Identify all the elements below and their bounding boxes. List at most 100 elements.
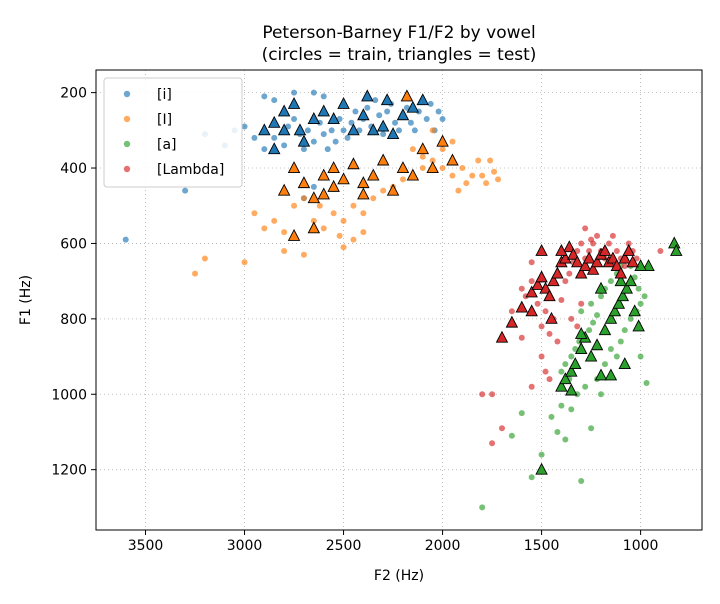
train-point [439, 165, 446, 172]
test-point [626, 255, 639, 268]
train-point [376, 112, 383, 119]
train-point [590, 319, 597, 326]
x-tick-label: 2500 [326, 538, 362, 554]
test-point [357, 108, 370, 121]
test-point [610, 259, 624, 272]
test-point [618, 357, 632, 370]
train-point [542, 368, 549, 375]
train-point [435, 108, 442, 115]
test-point [555, 379, 568, 392]
x-axis-label: F2 (Hz) [374, 568, 424, 584]
test-point [535, 270, 548, 283]
test-point [551, 266, 564, 279]
train-point [617, 338, 624, 345]
train-point [399, 176, 406, 183]
test-point [590, 255, 604, 268]
train-point [568, 353, 575, 360]
test-point [361, 89, 374, 102]
test-point [563, 240, 576, 253]
train-point [568, 406, 575, 413]
train-point [562, 361, 569, 368]
train-point [251, 210, 258, 217]
test-point [436, 134, 449, 147]
train-point [340, 217, 347, 224]
train-point [554, 338, 561, 345]
train-point [613, 247, 620, 254]
y-tick-label: 200 [60, 86, 87, 102]
train-point [241, 123, 248, 130]
train-point [487, 157, 494, 164]
test-point [367, 123, 380, 136]
train-point [182, 187, 189, 194]
train-point [546, 376, 553, 383]
test-point [317, 104, 330, 117]
train-point [407, 119, 414, 126]
train-point [601, 361, 608, 368]
y-tick-label: 1000 [51, 387, 87, 403]
train-point [360, 229, 367, 236]
train-point [304, 127, 311, 134]
legend-marker [123, 115, 131, 123]
test-point [616, 289, 630, 302]
train-point [380, 187, 387, 194]
train-point [495, 176, 502, 183]
train-point [558, 297, 565, 303]
train-point [300, 195, 307, 202]
train-point [419, 153, 426, 160]
train-point [316, 202, 323, 209]
test-point [406, 100, 420, 113]
test-point [267, 115, 281, 128]
test-point [287, 228, 301, 241]
train-point [528, 278, 535, 285]
train-point [562, 436, 569, 443]
test-point [608, 304, 622, 317]
train-point [320, 131, 327, 138]
train-point [518, 285, 525, 292]
x-tick-label: 3000 [227, 538, 263, 554]
chart-title-line-1: Peterson-Barney F1/F2 by vowel [262, 23, 535, 43]
train-point [241, 259, 248, 266]
test-point [376, 153, 390, 166]
test-point [578, 259, 592, 272]
test-point [357, 187, 370, 200]
test-point [670, 244, 683, 256]
train-point [459, 165, 466, 172]
train-point [330, 210, 337, 217]
test-point [535, 462, 548, 475]
test-point [612, 296, 626, 309]
test-point [277, 123, 291, 136]
train-point [588, 300, 595, 307]
train-point [489, 391, 496, 398]
train-point [340, 244, 347, 251]
train-point [356, 127, 363, 134]
y-tick-label: 600 [60, 236, 87, 252]
test-point [642, 259, 655, 272]
train-point [439, 146, 446, 153]
test-point [622, 244, 635, 256]
test-point [555, 244, 568, 256]
test-point [574, 342, 588, 354]
train-point [538, 353, 545, 360]
test-point [567, 247, 580, 260]
train-point [372, 97, 379, 104]
test-point [604, 311, 618, 324]
test-point [547, 274, 560, 287]
legend: [i] [I] [a] [Lambda] [103, 77, 243, 188]
test-point [376, 119, 390, 132]
train-point [578, 477, 585, 484]
test-point [406, 168, 420, 181]
test-point [604, 368, 618, 381]
train-point [340, 127, 347, 134]
test-point [396, 161, 410, 173]
train-point [370, 195, 377, 202]
x-tick-label: 1000 [623, 538, 659, 554]
legend-marker [123, 90, 131, 98]
train-point [261, 225, 268, 232]
train-point [479, 391, 486, 398]
test-point [565, 383, 578, 396]
train-point [528, 474, 535, 481]
test-point [584, 349, 598, 362]
test-point [618, 251, 632, 264]
train-point [427, 100, 434, 107]
train-point [261, 146, 268, 153]
